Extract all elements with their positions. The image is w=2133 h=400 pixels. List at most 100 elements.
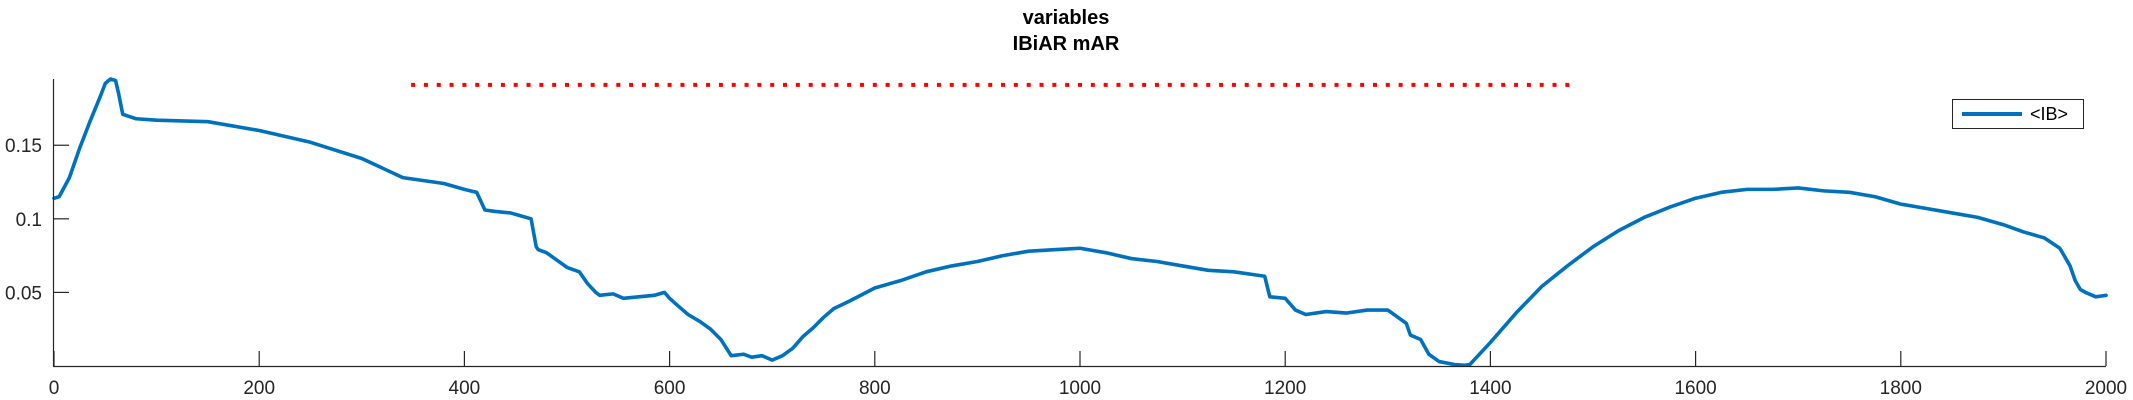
dotted-line-dot — [475, 82, 480, 87]
dotted-line-dot — [1296, 82, 1301, 87]
dotted-line-dot — [1219, 82, 1224, 87]
dotted-line-dot — [539, 82, 544, 87]
dotted-line-dot — [1244, 82, 1249, 87]
dotted-line-dot — [436, 82, 441, 87]
x-tick-label: 1000 — [1059, 378, 1101, 399]
x-tick-label: 800 — [859, 378, 891, 399]
dotted-line-dot — [1065, 82, 1070, 87]
dotted-line-dot — [847, 82, 852, 87]
dotted-line-dot — [808, 82, 813, 87]
dotted-line-dot — [1424, 82, 1429, 87]
x-tick-label: 1600 — [1674, 378, 1716, 399]
dotted-line-dot — [1565, 82, 1570, 87]
dotted-line-dot — [924, 82, 929, 87]
dotted-line-dot — [590, 82, 595, 87]
dotted-line-dot — [1526, 82, 1531, 87]
dotted-line-dot — [1206, 82, 1211, 87]
x-axis-ticks: 0 200 400 600 800 1000 1200 1400 1600 1800 2000 — [49, 351, 2127, 399]
dotted-line-dot — [949, 82, 954, 87]
dotted-line-dot — [936, 82, 941, 87]
y-tick-label: 0.1 — [16, 210, 42, 231]
dotted-line-dot — [885, 82, 890, 87]
dotted-line-dot — [731, 82, 736, 87]
dotted-line-dot — [462, 82, 467, 87]
dotted-line-dot — [1308, 82, 1313, 87]
dotted-line-dot — [1449, 82, 1454, 87]
x-tick-label: 1200 — [1264, 378, 1306, 399]
x-tick-label: 1400 — [1469, 378, 1511, 399]
dotted-line-dot — [872, 82, 877, 87]
dotted-line-dot — [1462, 82, 1467, 87]
dotted-line-dot — [1488, 82, 1493, 87]
dotted-line-dot — [603, 82, 608, 87]
dotted-line-dot — [1193, 82, 1198, 87]
chart-title: variables — [1023, 7, 1110, 29]
dotted-line-dot — [1334, 82, 1339, 87]
dotted-line-dot — [1001, 82, 1006, 87]
dotted-line-dot — [513, 82, 518, 87]
dotted-line-dot — [898, 82, 903, 87]
dotted-line-dot — [1231, 82, 1236, 87]
dotted-line-dot — [770, 82, 775, 87]
y-tick-label: 0.05 — [5, 283, 42, 304]
dotted-line-dot — [693, 82, 698, 87]
dotted-line-dot — [1411, 82, 1416, 87]
dotted-line-dot — [1039, 82, 1044, 87]
dotted-line-dot — [821, 82, 826, 87]
dotted-line-dot — [1398, 82, 1403, 87]
x-tick-label: 2000 — [2085, 378, 2127, 399]
dotted-line-dot — [1257, 82, 1262, 87]
dotted-line-dot — [411, 82, 416, 87]
dotted-line-dot — [500, 82, 505, 87]
dotted-line-dot — [577, 82, 582, 87]
dotted-line-dot — [552, 82, 557, 87]
dotted-line-dot — [757, 82, 762, 87]
y-axis-ticks: 0.05 0.1 0.15 — [5, 136, 69, 304]
dotted-line-dot — [975, 82, 980, 87]
dotted-line-dot — [1116, 82, 1121, 87]
dotted-line-dot — [1013, 82, 1018, 87]
dotted-line-dot — [1539, 82, 1544, 87]
dotted-line-dot — [783, 82, 788, 87]
dotted-line-dot — [667, 82, 672, 87]
x-tick-label: 1800 — [1880, 378, 1922, 399]
dotted-line-dot — [1514, 82, 1519, 87]
dotted-line-dot — [911, 82, 916, 87]
y-tick-label: 0.15 — [5, 136, 42, 157]
chart-subtitle: IBiAR mAR — [1013, 33, 1120, 55]
dotted-line-dot — [962, 82, 967, 87]
dotted-line-dot — [1103, 82, 1108, 87]
dotted-line-dot — [1283, 82, 1288, 87]
dotted-line-dot — [654, 82, 659, 87]
dotted-line-dot — [988, 82, 993, 87]
dotted-line-dot — [834, 82, 839, 87]
dotted-line-dot — [449, 82, 454, 87]
dotted-line-dot — [1154, 82, 1159, 87]
dotted-line-dot — [423, 82, 428, 87]
dotted-line-dot — [1167, 82, 1172, 87]
dotted-line-dot — [488, 82, 493, 87]
dotted-line-dot — [641, 82, 646, 87]
dotted-line-dot — [616, 82, 621, 87]
dotted-line-dot — [706, 82, 711, 87]
x-tick-label: 0 — [49, 378, 60, 399]
x-tick-label: 600 — [654, 378, 686, 399]
dotted-line-dot — [1270, 82, 1275, 87]
dotted-line-dot — [1052, 82, 1057, 87]
dotted-line-dot — [1437, 82, 1442, 87]
dotted-line-dot — [1129, 82, 1134, 87]
legend: <IB> — [1952, 99, 2084, 129]
series-line-ib — [52, 77, 2108, 368]
dotted-line-dot — [1475, 82, 1480, 87]
dotted-line-dot — [795, 82, 800, 87]
dotted-line-dot — [1360, 82, 1365, 87]
dotted-line-dot — [565, 82, 569, 87]
dotted-line-dot — [1090, 82, 1095, 87]
dotted-line-dot — [1321, 82, 1326, 87]
dotted-line-dot — [1372, 82, 1377, 87]
dotted-line-dot — [1385, 82, 1390, 87]
dotted-line-dot — [859, 82, 864, 87]
dotted-line-dot — [744, 82, 749, 87]
